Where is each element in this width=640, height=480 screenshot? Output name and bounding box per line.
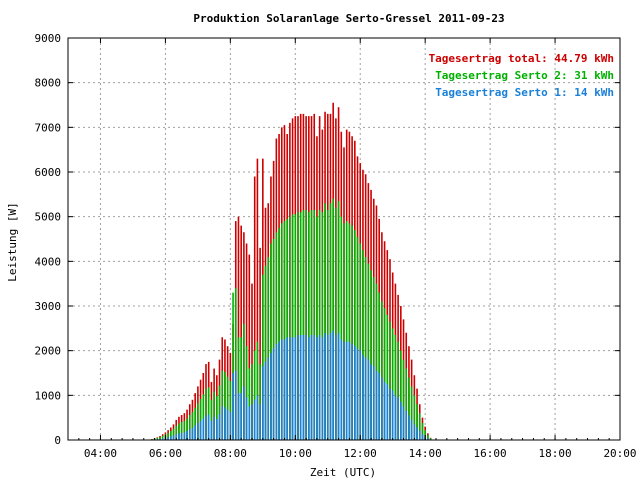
x-tick-label: 10:00 (279, 447, 312, 460)
legend-entry-serto-2: Tagesertrag Serto 2: 31 kWh (435, 69, 614, 82)
x-tick-label: 14:00 (409, 447, 442, 460)
y-tick-label: 7000 (35, 121, 62, 134)
y-tick-label: 0 (54, 434, 61, 447)
y-tick-label: 2000 (35, 345, 62, 358)
y-tick-label: 3000 (35, 300, 62, 313)
series-serto-2 (151, 198, 432, 440)
chart-title: Produktion Solaranlage Serto-Gressel 201… (193, 12, 504, 25)
x-tick-label: 16:00 (474, 447, 507, 460)
x-axis-ticks: 04:00 06:00 08:00 10:00 12:00 14:00 16:00 18:00… (67, 38, 637, 460)
y-tick-label: 5000 (35, 211, 62, 224)
plot-frame (67, 37, 621, 441)
y-axis-label: Leistung [W] (6, 202, 19, 281)
legend-entry-total: Tagesertrag total: 44.79 kWh (429, 52, 614, 65)
x-axis-label: Zeit (UTC) (310, 466, 376, 479)
x-tick-label: 12:00 (344, 447, 377, 460)
series-total (151, 102, 432, 440)
series-serto-1 (151, 330, 432, 440)
y-tick-label: 6000 (35, 166, 62, 179)
x-tick-label: 18:00 (538, 447, 571, 460)
bars (151, 102, 432, 440)
legend-entry-serto-1: Tagesertrag Serto 1: 14 kWh (435, 86, 614, 99)
x-tick-label: 08:00 (214, 447, 247, 460)
x-tick-label: 20:00 (603, 447, 636, 460)
x-tick-label: 06:00 (149, 447, 182, 460)
legend: Tagesertrag total: 44.79 kWh Tagesertrag … (429, 52, 614, 99)
x-tick-label: 04:00 (84, 447, 117, 460)
y-tick-label: 4000 (35, 255, 62, 268)
y-tick-label: 9000 (35, 32, 62, 45)
y-tick-label: 1000 (35, 389, 62, 402)
y-axis-ticks: 0 1000 2000 3000 4000 5000 6000 7000 8000 9000 (35, 32, 620, 447)
y-tick-label: 8000 (35, 77, 62, 90)
